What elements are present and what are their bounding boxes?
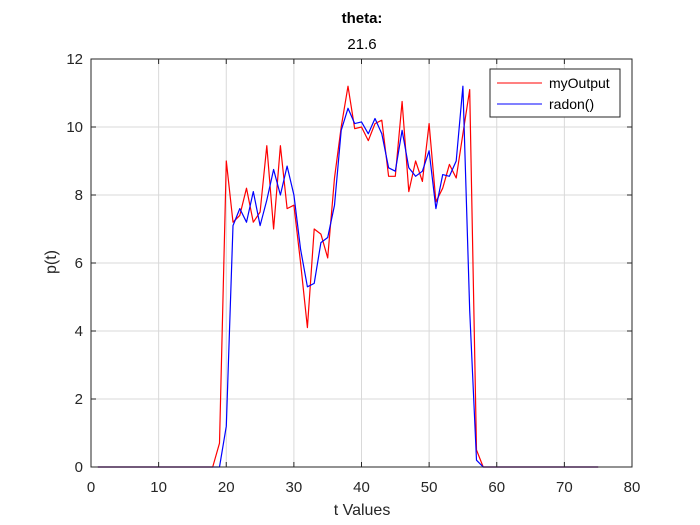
y-tick-label: 0: [75, 459, 83, 476]
x-tick-label: 0: [87, 479, 95, 496]
legend: myOutput radon(): [489, 68, 621, 118]
x-tick-label: 20: [218, 479, 235, 496]
x-tick-label: 30: [286, 479, 303, 496]
y-tick-label: 4: [75, 323, 83, 340]
series-group: [97, 85, 599, 468]
x-tick-label: 80: [624, 479, 641, 496]
y-tick-label: 6: [75, 255, 83, 272]
legend-label-radon: radon(): [549, 96, 594, 112]
chart-subtitle: 21.6: [347, 36, 376, 53]
y-tick-label: 10: [66, 119, 83, 136]
x-tick-label: 40: [353, 479, 370, 496]
series-line-myoutput: [97, 85, 599, 468]
x-axis-label: t Values: [334, 502, 391, 519]
x-tick-label: 60: [488, 479, 505, 496]
chart-title: theta:: [342, 10, 383, 27]
x-tick-label: 50: [421, 479, 438, 496]
axis-ticks: 0 10 20 30 40 50 60 70 80 0 2 4 6 8 10 12: [66, 51, 640, 496]
y-tick-label: 2: [75, 391, 83, 408]
legend-label-myoutput: myOutput: [549, 75, 610, 91]
y-axis-label: p(t): [43, 250, 60, 274]
x-tick-label: 70: [556, 479, 573, 496]
y-tick-label: 12: [66, 51, 83, 68]
legend-box: [489, 68, 621, 118]
y-tick-label: 8: [75, 187, 83, 204]
series-line-radon: [97, 85, 599, 468]
x-tick-label: 10: [150, 479, 167, 496]
